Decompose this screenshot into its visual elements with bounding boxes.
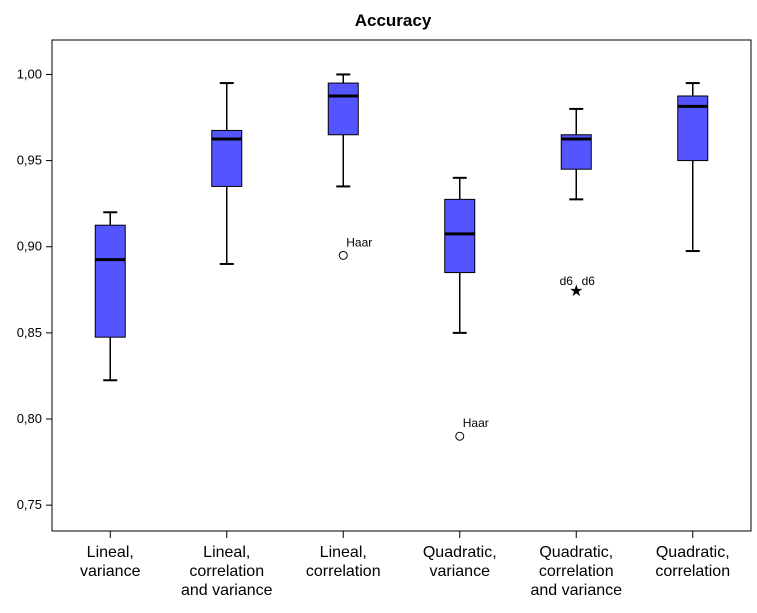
box-0 — [94, 211, 126, 382]
x-category-label-1-line-2: and variance — [181, 582, 273, 599]
y-tick-label-5: 1,00 — [17, 66, 42, 81]
box-3-outlier-0-circle-marker — [455, 431, 465, 441]
boxes-group: Haar Haar ★d6 d6 — [94, 73, 709, 441]
x-category-label-3: Quadratic, variance — [423, 544, 497, 580]
box-4-outlier-0-label-2: d6 — [582, 274, 596, 288]
x-category-label-5-line-1: correlation — [655, 563, 730, 580]
x-category-label-5-line-0: Quadratic, — [656, 544, 730, 561]
box-3-outlier-0-label: Haar — [463, 416, 489, 430]
y-tick-label-0: 0,75 — [17, 497, 42, 512]
x-category-label-2-line-0: Lineal, — [320, 544, 367, 561]
x-category-label-1-line-0: Lineal, — [203, 544, 250, 561]
x-category-label-4-line-1: correlation — [539, 563, 614, 580]
x-axis: Lineal, variance Lineal, correlation and var… — [80, 531, 730, 599]
x-category-label-0-line-0: Lineal, — [87, 544, 134, 561]
x-category-label-2-line-1: correlation — [306, 563, 381, 580]
x-category-label-1-line-1: correlation — [189, 563, 264, 580]
y-tick-label-3: 0,90 — [17, 239, 42, 254]
x-category-label-3-line-0: Quadratic, — [423, 544, 497, 561]
plot-area-frame — [51, 39, 752, 532]
chart-title: Accuracy — [355, 11, 432, 30]
y-axis: 0,75 0,80 0,85 0,90 0,95 1,00 — [17, 66, 52, 512]
box-2: Haar — [327, 73, 372, 260]
x-category-label-4-line-2: and variance — [530, 582, 622, 599]
box-5 — [677, 82, 709, 253]
x-category-label-0-line-1: variance — [80, 563, 141, 580]
x-category-label-2: Lineal, correlation — [306, 544, 381, 580]
y-tick-label-2: 0,85 — [17, 325, 42, 340]
box-3-iqr-box — [444, 198, 476, 274]
box-0-iqr-box — [94, 224, 126, 338]
box-2-outlier-0-label: Haar — [346, 235, 372, 249]
x-category-label-0: Lineal, variance — [80, 544, 141, 580]
box-4-outlier-0-label: d6 — [560, 274, 574, 288]
box-4-outlier-0-star-marker: ★ — [569, 281, 583, 300]
box-3: Haar — [444, 176, 489, 441]
y-tick-label-1: 0,80 — [17, 411, 42, 426]
x-category-label-4: Quadratic, correlation and variance — [530, 544, 622, 599]
box-1 — [211, 82, 243, 265]
y-tick-label-4: 0,95 — [17, 153, 42, 168]
x-category-label-4-line-0: Quadratic, — [539, 544, 613, 561]
box-2-outlier-0-circle-marker — [338, 250, 348, 260]
x-category-label-5: Quadratic, correlation — [655, 544, 730, 580]
box-2-iqr-box — [327, 82, 359, 136]
box-4: ★d6 d6 — [560, 107, 596, 300]
x-category-label-1: Lineal, correlation and variance — [181, 544, 273, 599]
x-category-label-3-line-1: variance — [430, 563, 491, 580]
